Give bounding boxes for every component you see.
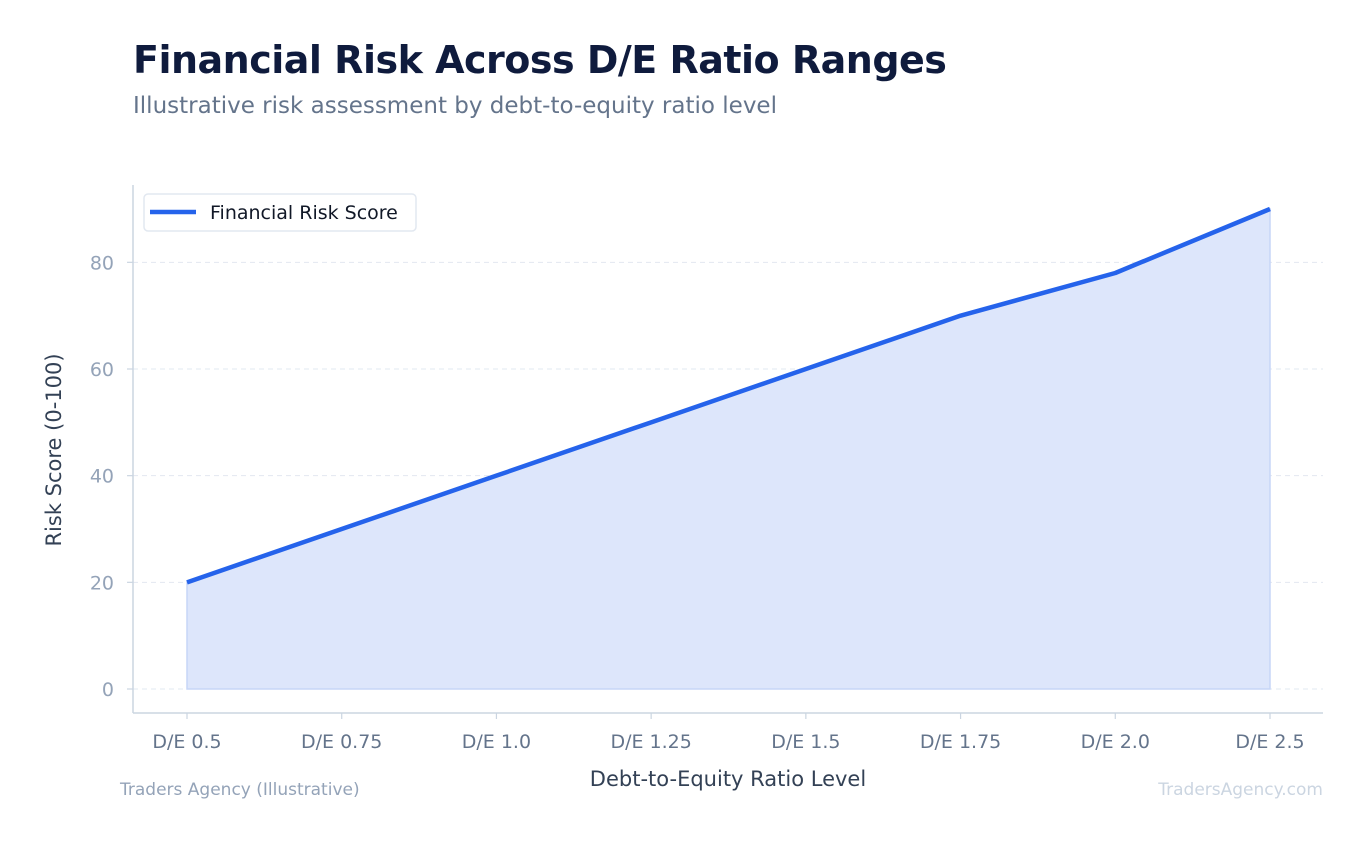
y-tick-label: 0	[102, 679, 114, 701]
data-point[interactable]	[1109, 267, 1121, 279]
series-area-fill	[186, 207, 1271, 690]
x-axis-label: Debt-to-Equity Ratio Level	[590, 767, 866, 791]
legend-box	[143, 193, 417, 232]
x-tick-label: D/E 2.0	[1081, 731, 1150, 753]
y-axis-label: Risk Score (0-100)	[42, 353, 66, 546]
x-tick-label: D/E 1.25	[610, 731, 691, 753]
footer-source: Traders Agency (Illustrative)	[120, 780, 360, 800]
legend[interactable]: Financial Risk Score	[143, 193, 417, 232]
axes	[127, 185, 1323, 719]
area-layer	[181, 203, 1276, 690]
y-tick-label: 80	[90, 252, 114, 274]
x-tick-label: D/E 1.75	[920, 731, 1001, 753]
x-tick-label: D/E 0.75	[301, 731, 382, 753]
y-tick-label: 20	[90, 572, 114, 594]
data-point[interactable]	[955, 310, 967, 322]
data-point[interactable]	[336, 523, 348, 535]
data-point[interactable]	[645, 416, 657, 428]
footer-brand-link[interactable]: TradersAgency.com	[1158, 780, 1323, 800]
chart-title: Financial Risk Across D/E Ratio Ranges	[133, 38, 947, 82]
y-tick-label: 60	[90, 359, 114, 381]
x-tick-label: D/E 0.5	[152, 731, 221, 753]
tick-labels: 0 20 40 60 80 D/E 0.5 D/E 0.75 D/E 1.0 D/E 1.25 D…	[90, 252, 1305, 753]
data-point[interactable]	[800, 363, 812, 375]
chart-subtitle: Illustrative risk assessment by debt-to-…	[133, 93, 777, 119]
legend-label: Financial Risk Score	[210, 202, 398, 224]
data-point[interactable]	[1264, 203, 1276, 215]
data-point[interactable]	[490, 470, 502, 482]
data-point[interactable]	[181, 576, 193, 588]
series-line[interactable]	[186, 206, 1271, 585]
y-tick-label: 40	[90, 466, 114, 488]
x-tick-label: D/E 2.5	[1235, 731, 1304, 753]
x-tick-label: D/E 1.0	[462, 731, 531, 753]
x-tick-label: D/E 1.5	[771, 731, 840, 753]
